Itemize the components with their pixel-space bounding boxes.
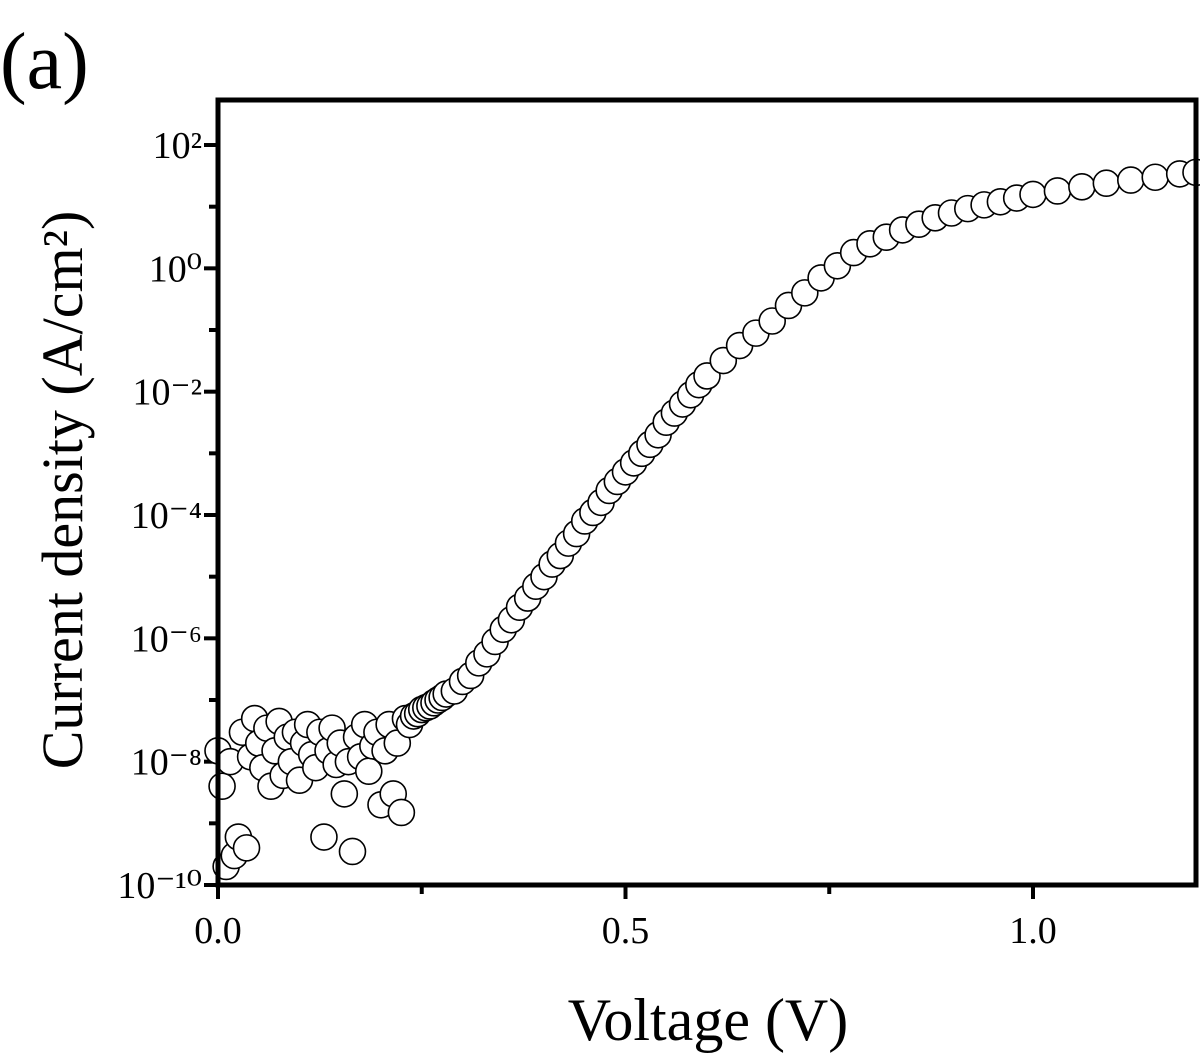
data-point <box>1141 163 1170 192</box>
y-tick-label: 10⁻⁴ <box>131 495 202 537</box>
y-tick-label: 10⁻⁸ <box>131 742 202 784</box>
panel-label: (a) <box>0 18 89 106</box>
data-point <box>310 823 338 851</box>
y-tick-label: 10⁰ <box>149 248 202 290</box>
x-axis-label: Voltage (V) <box>568 987 849 1053</box>
y-axis-label: Current density (A/cm²) <box>30 211 95 770</box>
y-tick-label: 10⁻² <box>133 372 202 414</box>
x-tick-label: 0.5 <box>602 910 650 952</box>
x-tick-label: 1.0 <box>1009 910 1057 952</box>
data-point <box>232 834 261 862</box>
data-point <box>387 798 416 827</box>
data-point <box>1019 180 1047 209</box>
data-point <box>1068 173 1096 201</box>
y-tick-label: 10⁻¹⁰ <box>117 865 202 907</box>
data-point <box>338 837 367 866</box>
y-tick-label: 10⁻⁶ <box>131 618 202 660</box>
data-point <box>1043 177 1072 205</box>
plot-frame <box>215 97 1199 888</box>
data-point <box>330 780 359 808</box>
data-point <box>208 772 236 801</box>
x-tick-label: 0.0 <box>194 910 242 952</box>
y-tick-label: 10² <box>153 125 202 167</box>
data-point <box>1092 169 1121 198</box>
data-point <box>1117 166 1145 194</box>
